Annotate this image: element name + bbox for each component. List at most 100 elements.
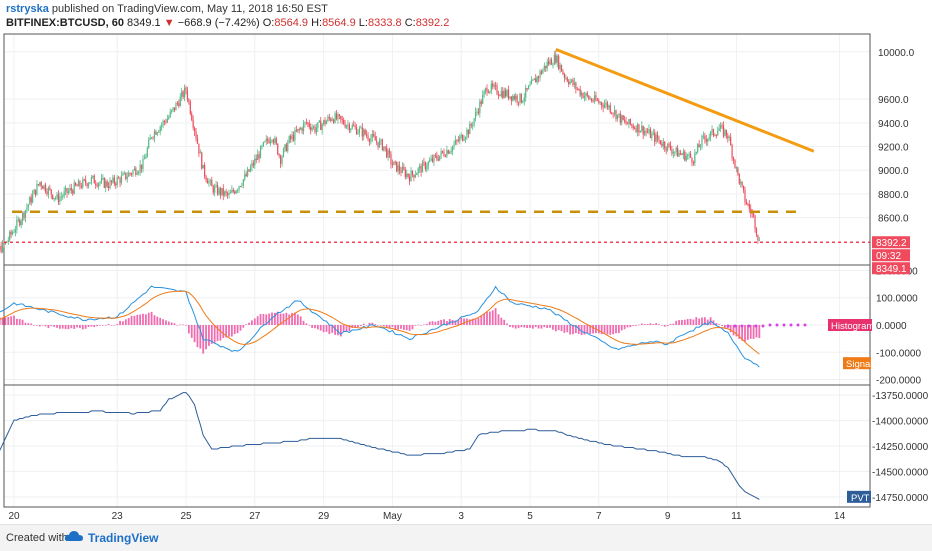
candle-body bbox=[114, 177, 115, 183]
histogram-bar bbox=[231, 325, 233, 337]
histogram-bar bbox=[486, 312, 488, 325]
histogram-bar bbox=[119, 321, 121, 325]
candle-body bbox=[165, 122, 166, 123]
histogram-tag: Histogram bbox=[831, 321, 874, 332]
candle-body bbox=[557, 56, 558, 63]
tradingview-logo-text[interactable]: TradingView bbox=[88, 531, 158, 545]
author-link[interactable]: rstryska bbox=[6, 3, 49, 15]
histogram-bar bbox=[529, 325, 531, 328]
histogram-bar bbox=[426, 324, 428, 325]
histogram-bar bbox=[753, 325, 755, 339]
candle-body bbox=[342, 119, 343, 120]
histogram-bar bbox=[36, 325, 38, 326]
candle-body bbox=[605, 102, 606, 104]
candle-body bbox=[380, 140, 381, 141]
candle-body bbox=[280, 156, 281, 164]
histogram-bar bbox=[297, 314, 299, 325]
candle-body bbox=[164, 121, 165, 122]
histogram-bar bbox=[386, 325, 388, 327]
candle-body bbox=[747, 204, 748, 205]
candle-body bbox=[49, 188, 50, 190]
candle-body bbox=[170, 112, 171, 117]
histogram-bar bbox=[122, 321, 124, 325]
candle-body bbox=[696, 152, 697, 153]
histogram-bar bbox=[79, 325, 81, 328]
candle-body bbox=[213, 186, 214, 192]
candle-body bbox=[3, 242, 4, 244]
candle-body bbox=[542, 70, 543, 74]
candle-body bbox=[299, 129, 300, 130]
candle-body bbox=[167, 119, 168, 123]
candle-body bbox=[238, 186, 239, 190]
candle-body bbox=[132, 170, 133, 174]
histogram-bar bbox=[641, 324, 643, 325]
candle-body bbox=[459, 137, 460, 141]
candle-body bbox=[32, 194, 33, 202]
candle-body bbox=[277, 144, 278, 155]
candle-body bbox=[721, 125, 722, 126]
price-tick-label: 9200.0 bbox=[878, 143, 909, 154]
histogram-bar bbox=[134, 316, 136, 325]
histogram-bar bbox=[658, 324, 660, 325]
macd-tick-label: -100.0000 bbox=[876, 348, 921, 359]
candle-body bbox=[88, 184, 89, 186]
candle-body bbox=[274, 138, 275, 142]
candle-body bbox=[621, 115, 622, 122]
candle-body bbox=[670, 145, 671, 150]
candle-body bbox=[442, 151, 443, 153]
candle-body bbox=[568, 81, 569, 84]
candle-body bbox=[148, 140, 149, 148]
histogram-bar bbox=[22, 320, 24, 325]
candle-body bbox=[597, 100, 598, 101]
histogram-bar bbox=[168, 322, 170, 325]
histogram-bar bbox=[308, 325, 310, 326]
candle-body bbox=[462, 135, 463, 141]
histogram-bar bbox=[320, 325, 322, 331]
candle-body bbox=[412, 171, 413, 175]
macd-tick-label: 0.0000 bbox=[876, 321, 907, 332]
x-tick-label: 9 bbox=[665, 511, 671, 522]
histogram-bar bbox=[45, 325, 47, 326]
candle-body bbox=[436, 156, 437, 159]
candle-body bbox=[85, 180, 86, 184]
candle-body bbox=[372, 134, 373, 138]
histogram-bar bbox=[469, 319, 471, 325]
candle-body bbox=[332, 120, 333, 121]
histogram-bar bbox=[561, 325, 563, 331]
candle-body bbox=[474, 119, 475, 126]
candle-body bbox=[496, 86, 497, 94]
candle-body bbox=[297, 129, 298, 131]
candle-body bbox=[677, 148, 678, 157]
histogram-bar bbox=[412, 325, 414, 329]
candle-body bbox=[217, 185, 218, 194]
histogram-bar bbox=[538, 325, 540, 328]
candle-body bbox=[742, 182, 743, 186]
histogram-bar bbox=[638, 325, 640, 326]
histogram-bar bbox=[718, 324, 720, 325]
histogram-bar bbox=[541, 325, 543, 329]
histogram-projection-dot bbox=[734, 325, 737, 328]
x-tick-label: 11 bbox=[731, 511, 742, 522]
candle-body bbox=[256, 159, 257, 160]
histogram-bar bbox=[446, 321, 448, 325]
histogram-bar bbox=[13, 316, 15, 325]
candle-body bbox=[560, 65, 561, 69]
histogram-bar bbox=[59, 325, 61, 329]
histogram-bar bbox=[414, 325, 416, 326]
candle-body bbox=[654, 133, 655, 142]
candle-body bbox=[273, 140, 274, 143]
macd-tick-label: 200.0000 bbox=[876, 266, 918, 277]
candle-body bbox=[428, 162, 429, 167]
candle-body bbox=[94, 176, 95, 184]
histogram-bar bbox=[406, 325, 408, 330]
histogram-bar bbox=[704, 317, 706, 325]
candle-body bbox=[570, 81, 571, 84]
candle-body bbox=[339, 114, 340, 115]
candle-body bbox=[714, 135, 715, 136]
candle-body bbox=[261, 146, 262, 147]
histogram-bar bbox=[733, 325, 735, 335]
candle-body bbox=[650, 129, 651, 138]
histogram-bar bbox=[652, 324, 654, 325]
histogram-bar bbox=[165, 320, 167, 325]
